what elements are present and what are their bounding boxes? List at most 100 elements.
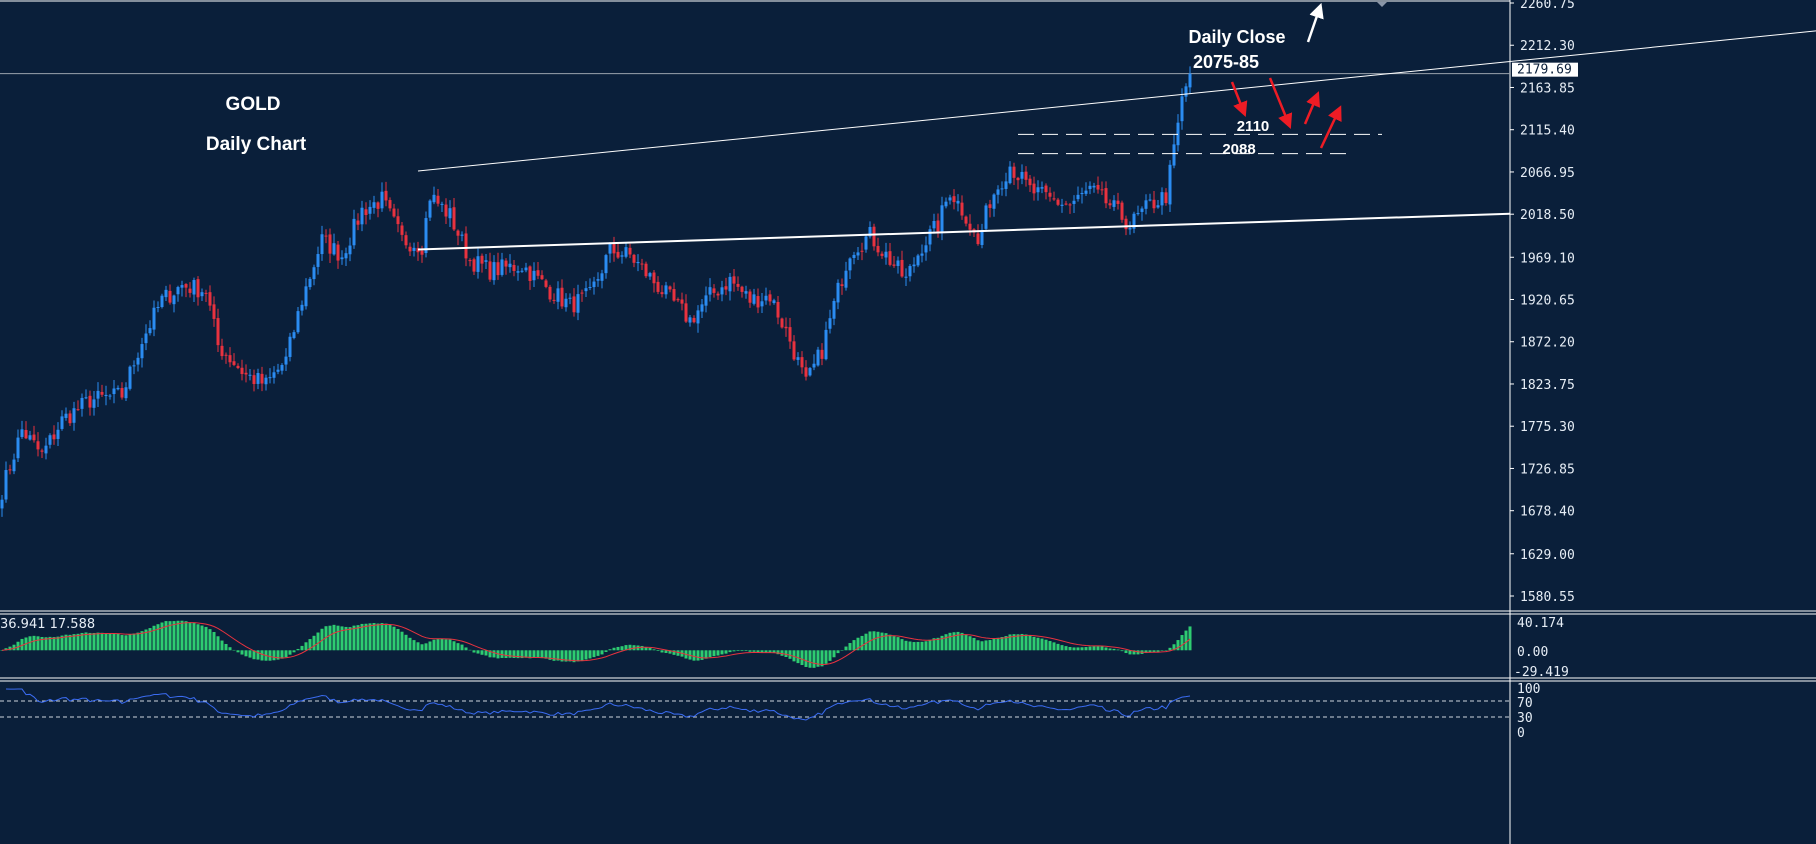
candle [292, 332, 296, 339]
candle [664, 285, 668, 295]
candle [628, 247, 632, 255]
macd-histogram-bar [700, 650, 704, 660]
macd-histogram-bar [148, 628, 152, 651]
macd-histogram-bar [456, 643, 460, 651]
macd-histogram-bar [900, 639, 904, 651]
candle [700, 304, 704, 312]
candle [1064, 203, 1068, 205]
candle [940, 205, 944, 233]
macd-histogram-bar [320, 628, 324, 651]
candle [1000, 188, 1004, 190]
candle [132, 365, 136, 367]
macd-histogram-bar [64, 634, 68, 651]
macd-histogram-bar [1076, 647, 1080, 651]
candle [916, 255, 920, 266]
macd-histogram-bar [708, 650, 712, 658]
candle [712, 288, 716, 293]
price-tick-label: 1726.85 [1520, 462, 1575, 477]
macd-histogram-bar [1120, 650, 1124, 652]
candle [632, 254, 636, 263]
macd-histogram-bar [1104, 647, 1108, 651]
macd-histogram-bar [648, 647, 652, 651]
candle [828, 318, 832, 329]
macd-histogram-bar [972, 637, 976, 651]
candle [1164, 192, 1168, 204]
candle [336, 244, 340, 261]
macd-histogram-bar [864, 633, 868, 651]
candle [1096, 184, 1100, 190]
macd-histogram-bar [44, 637, 48, 651]
macd-histogram-bar [736, 650, 740, 651]
price-tick-label: 2018.50 [1520, 208, 1575, 223]
candle [792, 341, 796, 360]
macd-histogram-bar [300, 645, 304, 651]
candle [848, 258, 852, 271]
candle [1180, 96, 1184, 122]
candle [84, 397, 88, 399]
chart-shift-marker-icon[interactable] [1377, 2, 1387, 7]
macd-histogram-bar [916, 641, 920, 651]
candle [436, 195, 440, 204]
candle [96, 390, 100, 399]
macd-histogram-bar [60, 635, 64, 651]
macd-histogram-bar [1116, 649, 1120, 651]
macd-histogram-bar [116, 633, 120, 651]
macd-histogram-bar [312, 635, 316, 651]
macd-histogram-bar [492, 650, 496, 658]
candle [48, 435, 52, 445]
macd-histogram-bar [376, 623, 380, 651]
candle [1084, 190, 1088, 194]
macd-histogram-bar [732, 650, 736, 652]
candle [880, 253, 884, 256]
candle [252, 375, 256, 384]
candle [404, 235, 408, 246]
macd-histogram-bar [132, 633, 136, 651]
price-tick-label: 1580.55 [1520, 590, 1575, 605]
macd-histogram-bar [628, 644, 632, 651]
candle [212, 304, 216, 319]
candle [888, 251, 892, 265]
macd-histogram-bar [768, 650, 772, 653]
macd-histogram-bar [1060, 645, 1064, 651]
macd-histogram-bar [524, 650, 528, 658]
candle [584, 288, 588, 292]
macd-histogram-bar [236, 650, 240, 653]
macd-histogram-bar [880, 632, 884, 651]
candle [32, 434, 36, 441]
macd-histogram-bar [8, 646, 12, 651]
macd-histogram-bar [220, 640, 224, 651]
candle [64, 413, 68, 418]
candle [388, 200, 392, 209]
macd-histogram-bar [1080, 647, 1084, 651]
candle [1092, 185, 1096, 188]
macd-histogram-bar [1160, 650, 1164, 651]
macd-histogram-bar [772, 650, 776, 653]
candle [408, 246, 412, 252]
rsi-line [5, 688, 1191, 721]
macd-histogram-bar [984, 640, 988, 651]
macd-histogram-bar [96, 632, 100, 651]
candle [984, 205, 988, 229]
macd-histogram-bar [764, 650, 768, 653]
last-price-label: 2179.69 [1517, 63, 1572, 78]
macd-histogram-bar [332, 624, 336, 651]
candle [208, 292, 212, 306]
macd-histogram-bar [676, 650, 680, 656]
macd-histogram-bar [344, 626, 348, 651]
macd-histogram-bar [1024, 634, 1028, 651]
macd-histogram-bar [608, 649, 612, 651]
candle [264, 377, 268, 385]
candle [604, 255, 608, 274]
candle [540, 275, 544, 280]
macd-histogram-bar [956, 631, 960, 651]
candle [152, 307, 156, 330]
candle [220, 345, 224, 357]
macd-histogram-bar [1052, 642, 1056, 651]
macd-histogram-bar [1164, 650, 1168, 651]
candle [176, 287, 180, 295]
price-tick-label: 2066.95 [1520, 166, 1575, 181]
daily-close-range: 2075-85 [1193, 52, 1259, 72]
up-arrow-icon [1319, 105, 1342, 149]
macd-histogram-bar [468, 649, 472, 651]
macd-tick: 40.174 [1517, 616, 1564, 631]
